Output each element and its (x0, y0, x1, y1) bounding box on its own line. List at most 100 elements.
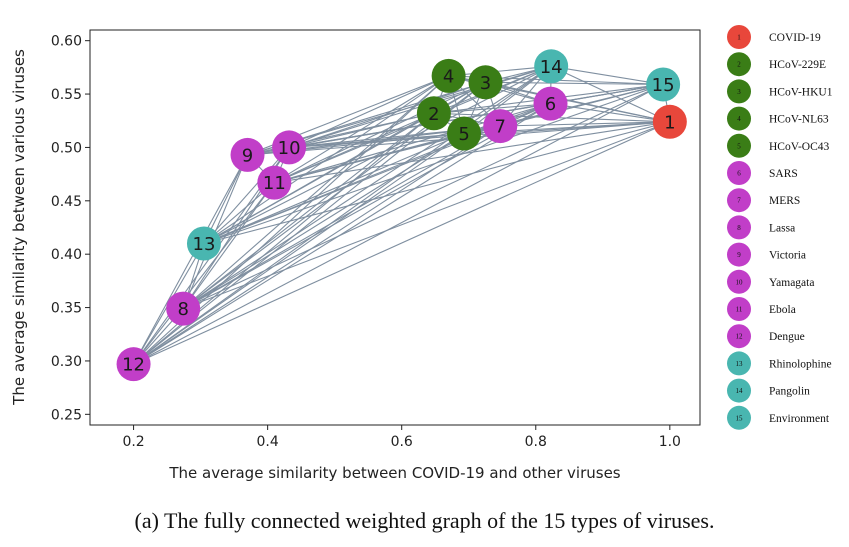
legend-marker-number: 10 (736, 278, 744, 286)
legend-label: MERS (769, 195, 800, 207)
edge-7-13 (203, 125, 501, 245)
node-6: 6 (533, 86, 568, 121)
legend-label: SARS (769, 168, 798, 180)
node-label: 7 (495, 117, 506, 138)
legend-item-13: 13 Rhinolophine (727, 351, 832, 376)
node-label: 13 (193, 234, 216, 255)
edge-5-14 (463, 65, 552, 134)
node-marker (272, 130, 307, 165)
node-marker (186, 226, 221, 261)
legend-marker (727, 297, 751, 321)
legend-item-2: 2 HCoV-229E (727, 52, 826, 77)
edge-12-15 (133, 83, 664, 365)
edge-9-12 (133, 154, 249, 365)
legend-item-14: 14 Pangolin (727, 378, 810, 403)
edge-4-8 (182, 75, 449, 310)
legend-item-7: 7 MERS (727, 188, 800, 213)
node-11: 11 (257, 165, 292, 200)
edge-11-14 (274, 65, 552, 184)
legend-marker (727, 188, 751, 213)
legend-label: Ebola (769, 304, 796, 316)
legend-label: Yamagata (769, 277, 814, 289)
legend-marker (727, 79, 751, 104)
node-7: 7 (483, 109, 518, 144)
y-tick-label: 0.40 (51, 247, 82, 263)
node-9: 9 (230, 137, 265, 172)
legend-marker-number: 9 (737, 251, 741, 259)
legend-label: Rhinolophine (769, 358, 832, 370)
y-tick-label: 0.30 (51, 354, 82, 370)
legend-marker (727, 106, 751, 131)
legend-marker (727, 52, 751, 77)
node-label: 14 (540, 57, 563, 78)
legend-marker (727, 25, 751, 49)
legend-label: HCoV-NL63 (769, 114, 829, 126)
legend: 1 COVID-19 2 HCoV-229E 3 HCoV-HKU1 4 HCoV-NL63 5… (727, 25, 833, 430)
node-label: 5 (458, 124, 469, 145)
node-marker (416, 96, 451, 131)
edge-3-15 (485, 81, 664, 85)
legend-label: HCoV-OC43 (769, 141, 830, 153)
node-1: 1 (652, 104, 687, 139)
legend-marker-number: 4 (737, 115, 741, 123)
node-marker (652, 104, 687, 139)
edge-1-7 (500, 121, 670, 127)
legend-item-1: 1 COVID-19 (727, 25, 821, 49)
legend-marker-number: 13 (736, 360, 744, 368)
node-8: 8 (166, 291, 201, 326)
legend-marker-number: 12 (736, 333, 744, 341)
y-tick-label: 0.45 (51, 194, 82, 210)
legend-item-3: 3 HCoV-HKU1 (727, 79, 833, 104)
legend-label: Lassa (769, 222, 795, 234)
legend-marker (727, 215, 751, 240)
edge-7-8 (182, 125, 501, 310)
node-13: 13 (186, 226, 221, 261)
node-10: 10 (272, 130, 307, 165)
node-marker (447, 116, 482, 151)
legend-item-15: 15 Environment (727, 405, 830, 430)
edge-1-14 (550, 65, 671, 123)
legend-item-5: 5 HCoV-OC43 (727, 133, 830, 158)
legend-label: Pangolin (769, 386, 810, 398)
legend-marker-number: 5 (737, 142, 741, 150)
node-label: 1 (664, 112, 675, 133)
legend-label: HCoV-229E (769, 59, 826, 71)
edge-13-15 (203, 83, 664, 245)
node-label: 10 (278, 138, 301, 159)
node-marker (230, 137, 265, 172)
legend-label: COVID-19 (769, 32, 821, 44)
x-tick-label: 0.8 (525, 434, 547, 450)
node-marker (533, 86, 568, 121)
x-tick-label: 0.4 (257, 434, 279, 450)
node-marker (483, 109, 518, 144)
legend-marker-number: 8 (737, 224, 741, 232)
node-label: 6 (545, 94, 556, 115)
legend-marker-number: 11 (736, 306, 743, 314)
legend-item-11: 11 Ebola (727, 297, 796, 321)
edge-11-12 (133, 182, 275, 365)
legend-label: HCoV-HKU1 (769, 86, 833, 98)
legend-marker (727, 269, 751, 294)
edge-7-12 (133, 125, 501, 365)
node-marker (534, 49, 569, 84)
legend-marker (727, 378, 751, 403)
legend-label: Dengue (769, 331, 805, 343)
node-15: 15 (646, 67, 681, 102)
node-3: 3 (468, 65, 503, 100)
legend-label: Victoria (769, 250, 806, 262)
legend-item-8: 8 Lassa (727, 215, 795, 240)
edge-5-8 (182, 133, 465, 310)
edge-1-13 (203, 121, 670, 245)
legend-item-4: 4 HCoV-NL63 (727, 106, 829, 131)
y-axis: 0.25 0.30 0.35 0.40 0.45 0.50 0.55 0.60 (51, 34, 90, 423)
legend-marker-number: 14 (736, 387, 744, 395)
node-marker (431, 58, 466, 93)
legend-marker (727, 405, 751, 430)
edge-10-13 (203, 147, 290, 244)
node-marker (257, 165, 292, 200)
legend-marker-number: 6 (737, 170, 741, 178)
edge-8-11 (182, 182, 275, 309)
legend-marker-number: 3 (737, 88, 741, 96)
